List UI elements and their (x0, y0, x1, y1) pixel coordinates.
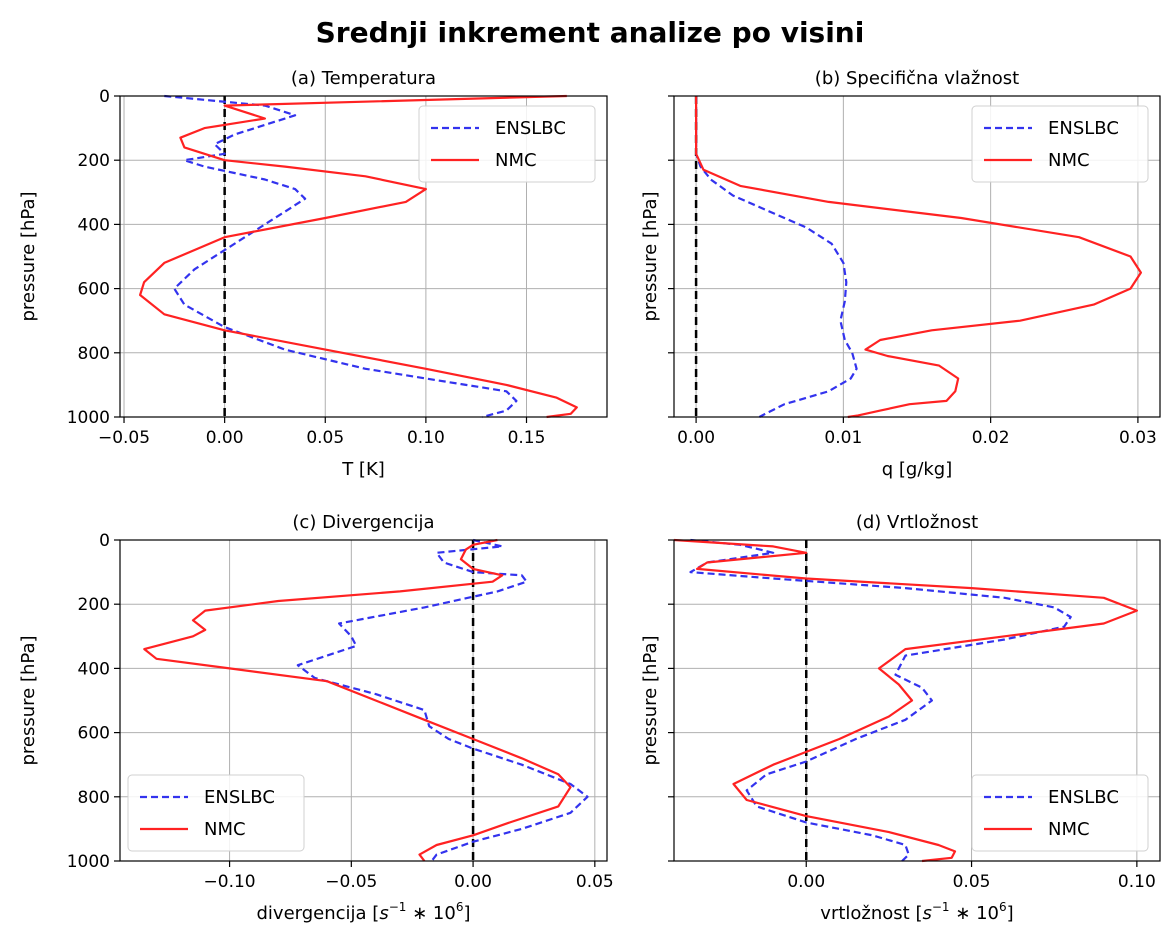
series-line-nmc (143, 538, 572, 862)
series-line-enslbc (296, 538, 589, 862)
y-axis-label: pressure [hPa] (640, 636, 661, 766)
legend: ENSLBC NMC (418, 105, 596, 183)
x-tick-label: 0.15 (508, 428, 546, 448)
y-tick-label: 400 (78, 659, 110, 679)
series-line-nmc (139, 94, 578, 419)
x-axis-label: divergencija [s−1 ∗ 106] (256, 900, 470, 924)
legend-label-enslbc: ENSLBC (1048, 118, 1119, 139)
y-tick-label: 200 (78, 151, 110, 171)
y-tick-label: 1000 (67, 408, 110, 428)
panel-divergencija: −0.10 −0.05 0.00 0.05 0 200 400 600 800 1000 (c) D… (18, 512, 614, 924)
x-tick-label: 0.02 (972, 428, 1010, 448)
x-tick-label: 0.10 (1118, 872, 1156, 892)
legend-box (971, 105, 1149, 183)
y-axis-label: pressure [hPa] (18, 192, 39, 322)
y-tick-label: 1000 (67, 852, 110, 872)
legend: ENSLBC NMC (971, 774, 1149, 852)
panel-title: (a) Temperatura (291, 68, 436, 89)
legend-label-nmc: NMC (1048, 150, 1090, 171)
y-tick-label: 200 (78, 595, 110, 615)
y-axis-label: pressure [hPa] (18, 636, 39, 766)
x-axis-label: T [K] (341, 459, 385, 480)
x-tick-label: −0.05 (98, 428, 150, 448)
figure-title: Srednji inkrement analize po visini (316, 16, 865, 49)
plot-frame (119, 95, 608, 418)
plot-frame (119, 539, 608, 862)
panel-title: (d) Vrtložnost (856, 512, 978, 533)
legend-label-enslbc: ENSLBC (495, 118, 566, 139)
x-tick-label: 0.10 (407, 428, 445, 448)
series-line-enslbc (164, 94, 518, 419)
x-axis-label: vrtložnost [s−1 ∗ 106] (820, 900, 1013, 924)
y-tick-label: 600 (78, 724, 110, 744)
x-tick-label: 0.03 (1119, 428, 1157, 448)
y-tick-label: 600 (78, 280, 110, 300)
plot-frame (673, 95, 1161, 418)
x-tick-label: 0.05 (576, 872, 614, 892)
legend-label-nmc: NMC (495, 150, 537, 171)
legend-label-enslbc: ENSLBC (204, 787, 275, 808)
y-axis-label: pressure [hPa] (640, 192, 661, 322)
series-line-enslbc (689, 538, 1072, 862)
y-tick-label: 0 (99, 531, 110, 551)
series-line-enslbc (695, 96, 858, 418)
legend-box (418, 105, 596, 183)
x-tick-label: 0.05 (306, 428, 344, 448)
panel-title: (b) Specifična vlažnost (815, 68, 1019, 89)
panel-specificna-vlaznost: 0.00 0.01 0.02 0.03 (b) Specifična vlažnost q… (640, 68, 1161, 480)
x-tick-label: 0.05 (953, 872, 991, 892)
x-tick-label: 0.00 (787, 872, 825, 892)
legend-label-nmc: NMC (204, 819, 246, 840)
legend-box (971, 774, 1149, 852)
x-tick-label: 0.00 (206, 428, 244, 448)
x-axis-label: q [g/kg] (882, 459, 953, 480)
x-tick-label: 0.00 (677, 428, 715, 448)
legend: ENSLBC NMC (127, 774, 305, 852)
series-line-nmc (673, 538, 1138, 863)
legend-box (127, 774, 305, 852)
x-tick-label: −0.10 (204, 872, 256, 892)
x-tick-label: 0.00 (454, 872, 492, 892)
series-line-nmc (695, 96, 1142, 419)
plot-frame (673, 539, 1161, 862)
y-tick-label: 800 (78, 788, 110, 808)
x-tick-label: 0.01 (824, 428, 862, 448)
y-tick-label: 800 (78, 344, 110, 364)
panel-vrtloznost: 0.00 0.05 0.10 (d) Vrtložnost vrtložnost [s−… (640, 512, 1161, 924)
panel-title: (c) Divergencija (292, 512, 434, 533)
legend: ENSLBC NMC (971, 105, 1149, 183)
y-tick-label: 0 (99, 87, 110, 107)
legend-label-enslbc: ENSLBC (1048, 787, 1119, 808)
y-tick-label: 400 (78, 215, 110, 235)
x-tick-label: −0.05 (325, 872, 377, 892)
legend-label-nmc: NMC (1048, 819, 1090, 840)
panel-temperatura: −0.05 0.00 0.05 0.10 0.15 0 200 400 600 800 1000 (a… (18, 68, 608, 480)
